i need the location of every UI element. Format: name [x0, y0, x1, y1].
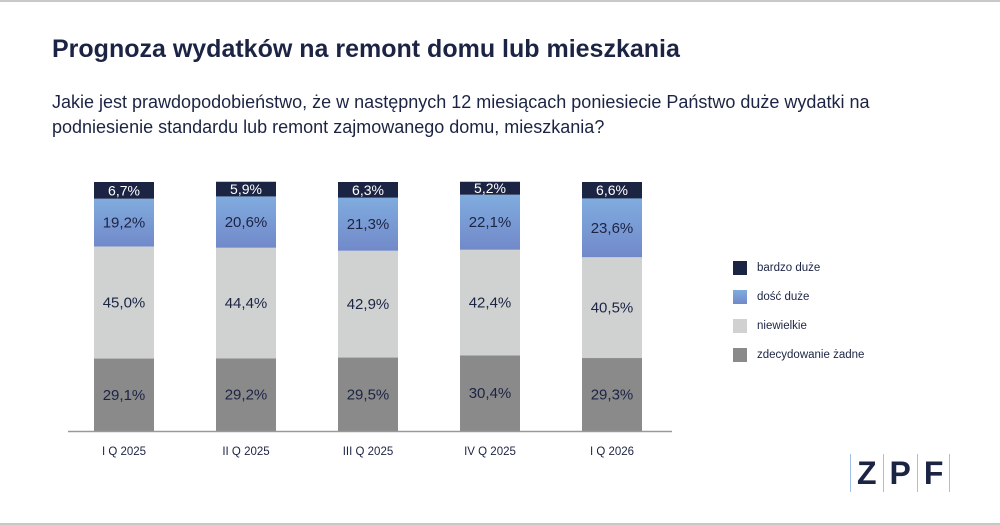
x-tick-label: II Q 2025: [222, 446, 269, 458]
bar-segment: [216, 247, 276, 359]
data-label: 5,2%: [474, 180, 506, 196]
zpf-logo: Z P F: [850, 454, 951, 492]
bar-segment: [582, 257, 642, 359]
data-label: 29,1%: [103, 387, 146, 404]
legend-item: zdecydowanie żadne: [733, 340, 864, 369]
data-label: 30,4%: [469, 385, 512, 402]
legend-label: niewielkie: [757, 319, 807, 332]
bar-segment: [460, 181, 520, 195]
data-label: 21,3%: [347, 216, 390, 233]
bar-segment: [338, 357, 398, 431]
data-label: 5,9%: [230, 181, 262, 197]
x-tick-label: I Q 2026: [590, 446, 634, 458]
data-label: 23,6%: [591, 220, 634, 237]
legend-label: bardzo duże: [757, 261, 821, 274]
bar-segment: [582, 198, 642, 258]
legend-swatch: [733, 260, 747, 275]
legend-item: dość duże: [733, 282, 864, 311]
bar-segment: [460, 194, 520, 250]
bar-segment: [94, 358, 154, 431]
bar-segment: [582, 182, 642, 199]
bar-segment: [338, 250, 398, 358]
bar-segment: [460, 355, 520, 431]
legend-swatch: [733, 347, 747, 362]
data-label: 42,4%: [469, 295, 512, 312]
legend-label: dość duże: [757, 290, 810, 303]
data-label: 29,5%: [347, 386, 390, 403]
legend-swatch: [733, 318, 747, 333]
data-label: 29,3%: [591, 387, 634, 404]
data-label: 45,0%: [103, 295, 146, 312]
bar-segment: [338, 182, 398, 198]
data-label: 22,1%: [469, 214, 512, 231]
x-tick-label: I Q 2025: [102, 446, 146, 458]
logo-letter: Z: [850, 454, 883, 492]
x-tick-label: III Q 2025: [343, 446, 394, 458]
bar-segment: [460, 249, 520, 356]
x-tick-label: IV Q 2025: [464, 446, 516, 458]
data-label: 29,2%: [225, 387, 268, 404]
legend-swatch: [733, 289, 747, 304]
data-label: 6,6%: [596, 182, 628, 198]
data-label: 6,7%: [108, 182, 140, 198]
legend-label: zdecydowanie żadne: [757, 348, 865, 361]
legend-item: bardzo duże: [733, 253, 864, 282]
legend: bardzo duże dość duże niewielkie zdecydowan…: [733, 253, 864, 369]
bar-segment: [216, 181, 276, 197]
bar-segment: [216, 358, 276, 431]
data-label: 6,3%: [352, 182, 384, 198]
bar-segment: [216, 196, 276, 248]
data-label: 19,2%: [103, 215, 146, 232]
chart-subtitle: Jakie jest prawdopodobieństwo, że w nast…: [52, 92, 870, 137]
bar-segment: [582, 358, 642, 431]
bar-segment: [94, 246, 154, 359]
logo-letter: P: [882, 454, 917, 492]
legend-item: niewielkie: [733, 311, 864, 340]
chart-title: Prognoza wydatków na remont domu lub mie…: [52, 35, 680, 63]
bar-segment: [94, 182, 154, 199]
data-label: 40,5%: [591, 300, 634, 317]
data-label: 44,4%: [225, 295, 268, 312]
bar-segment: [94, 198, 154, 247]
bar-segment: [338, 197, 398, 251]
data-label: 42,9%: [347, 296, 390, 313]
data-label: 20,6%: [225, 214, 268, 231]
logo-letter: F: [916, 454, 951, 492]
